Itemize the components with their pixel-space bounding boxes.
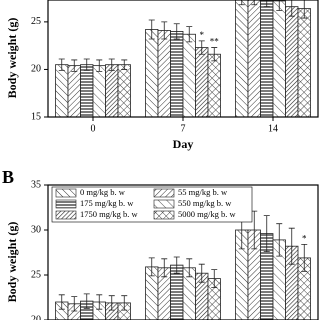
error-bar [58,58,65,71]
y-tick-label: 35 [31,179,41,190]
error-bar [198,40,205,55]
error-bar [276,0,283,11]
error-bar [263,0,270,8]
x-tick-label: 7 [181,123,186,134]
error-bar [238,0,245,6]
y-tick-label: 25 [31,16,41,27]
bar [272,0,286,117]
plot-area [55,0,311,117]
error-bar [173,256,180,274]
error-bar [108,295,115,311]
error-bar [161,21,168,40]
error-bar [251,0,258,6]
bar [170,30,184,117]
bar [117,64,131,117]
error-bar [186,258,193,278]
bar [207,53,221,117]
bar [297,8,311,117]
error-bar [173,23,180,40]
bar [105,64,119,117]
legend-label: 5000 mg/kg b. w [178,209,236,219]
legend-label: 55 mg/kg b. w [178,187,228,197]
error-bar [263,215,270,252]
y-tick-label: 25 [31,269,41,280]
legend-swatch [153,210,175,220]
error-bar [121,59,128,70]
y-tick-label: 20 [31,314,41,320]
error-bar [186,26,193,43]
error-bar [161,258,168,278]
y-axis-label: Body weight (g) [5,18,19,99]
significance-label: * [200,30,205,40]
y-tick-label: 15 [31,111,41,122]
bar [67,65,81,117]
bar [80,64,94,117]
bar [260,0,274,117]
bar [235,0,249,117]
bar [247,0,261,117]
legend-label: 175 mg/kg b. w [80,198,134,208]
error-bar [96,59,103,72]
error-bar [211,47,218,62]
y-tick-label: 20 [31,64,41,75]
y-axis-label: Body weight (g) [5,222,19,303]
panel-label: B [2,167,14,187]
error-bar [83,293,90,309]
axes-frame [47,0,319,118]
bar [92,65,106,117]
error-bar [276,223,283,257]
bar [145,29,159,117]
bar [285,6,299,117]
error-bar [301,0,308,19]
significance-label: * [302,233,307,243]
x-tick-label: 14 [268,123,278,134]
error-bar [148,257,155,277]
x-tick-label: 0 [91,123,96,134]
legend-label: 1750 mg/kg b. w [80,209,138,219]
bar [195,47,209,117]
legend-label: 550 mg/kg b. w [178,198,232,208]
legend-swatch [55,210,77,220]
legend-label: 0 mg/kg b. w [80,187,126,197]
bar [182,33,196,117]
bar [55,64,69,117]
y-tick-label: 30 [31,224,41,235]
legend-swatch [153,188,175,198]
error-bar [288,227,295,265]
error-bar [301,244,308,272]
legend-swatch [55,188,77,198]
plot-area [55,210,311,320]
error-bar [58,294,65,310]
error-bar [71,296,78,312]
error-bar [96,294,103,310]
bar [157,30,171,117]
error-bar [83,58,90,71]
error-bar [108,58,115,71]
legend-swatch [55,199,77,209]
error-bar [148,19,155,40]
error-bar [198,263,205,283]
error-bar [121,295,128,311]
axes-frame [47,184,319,320]
legend-box [51,186,253,223]
error-bar [71,59,78,72]
error-bar [211,269,218,288]
legend-swatch [153,199,175,209]
x-axis-label: Day [173,137,194,151]
significance-label: ** [210,37,220,47]
